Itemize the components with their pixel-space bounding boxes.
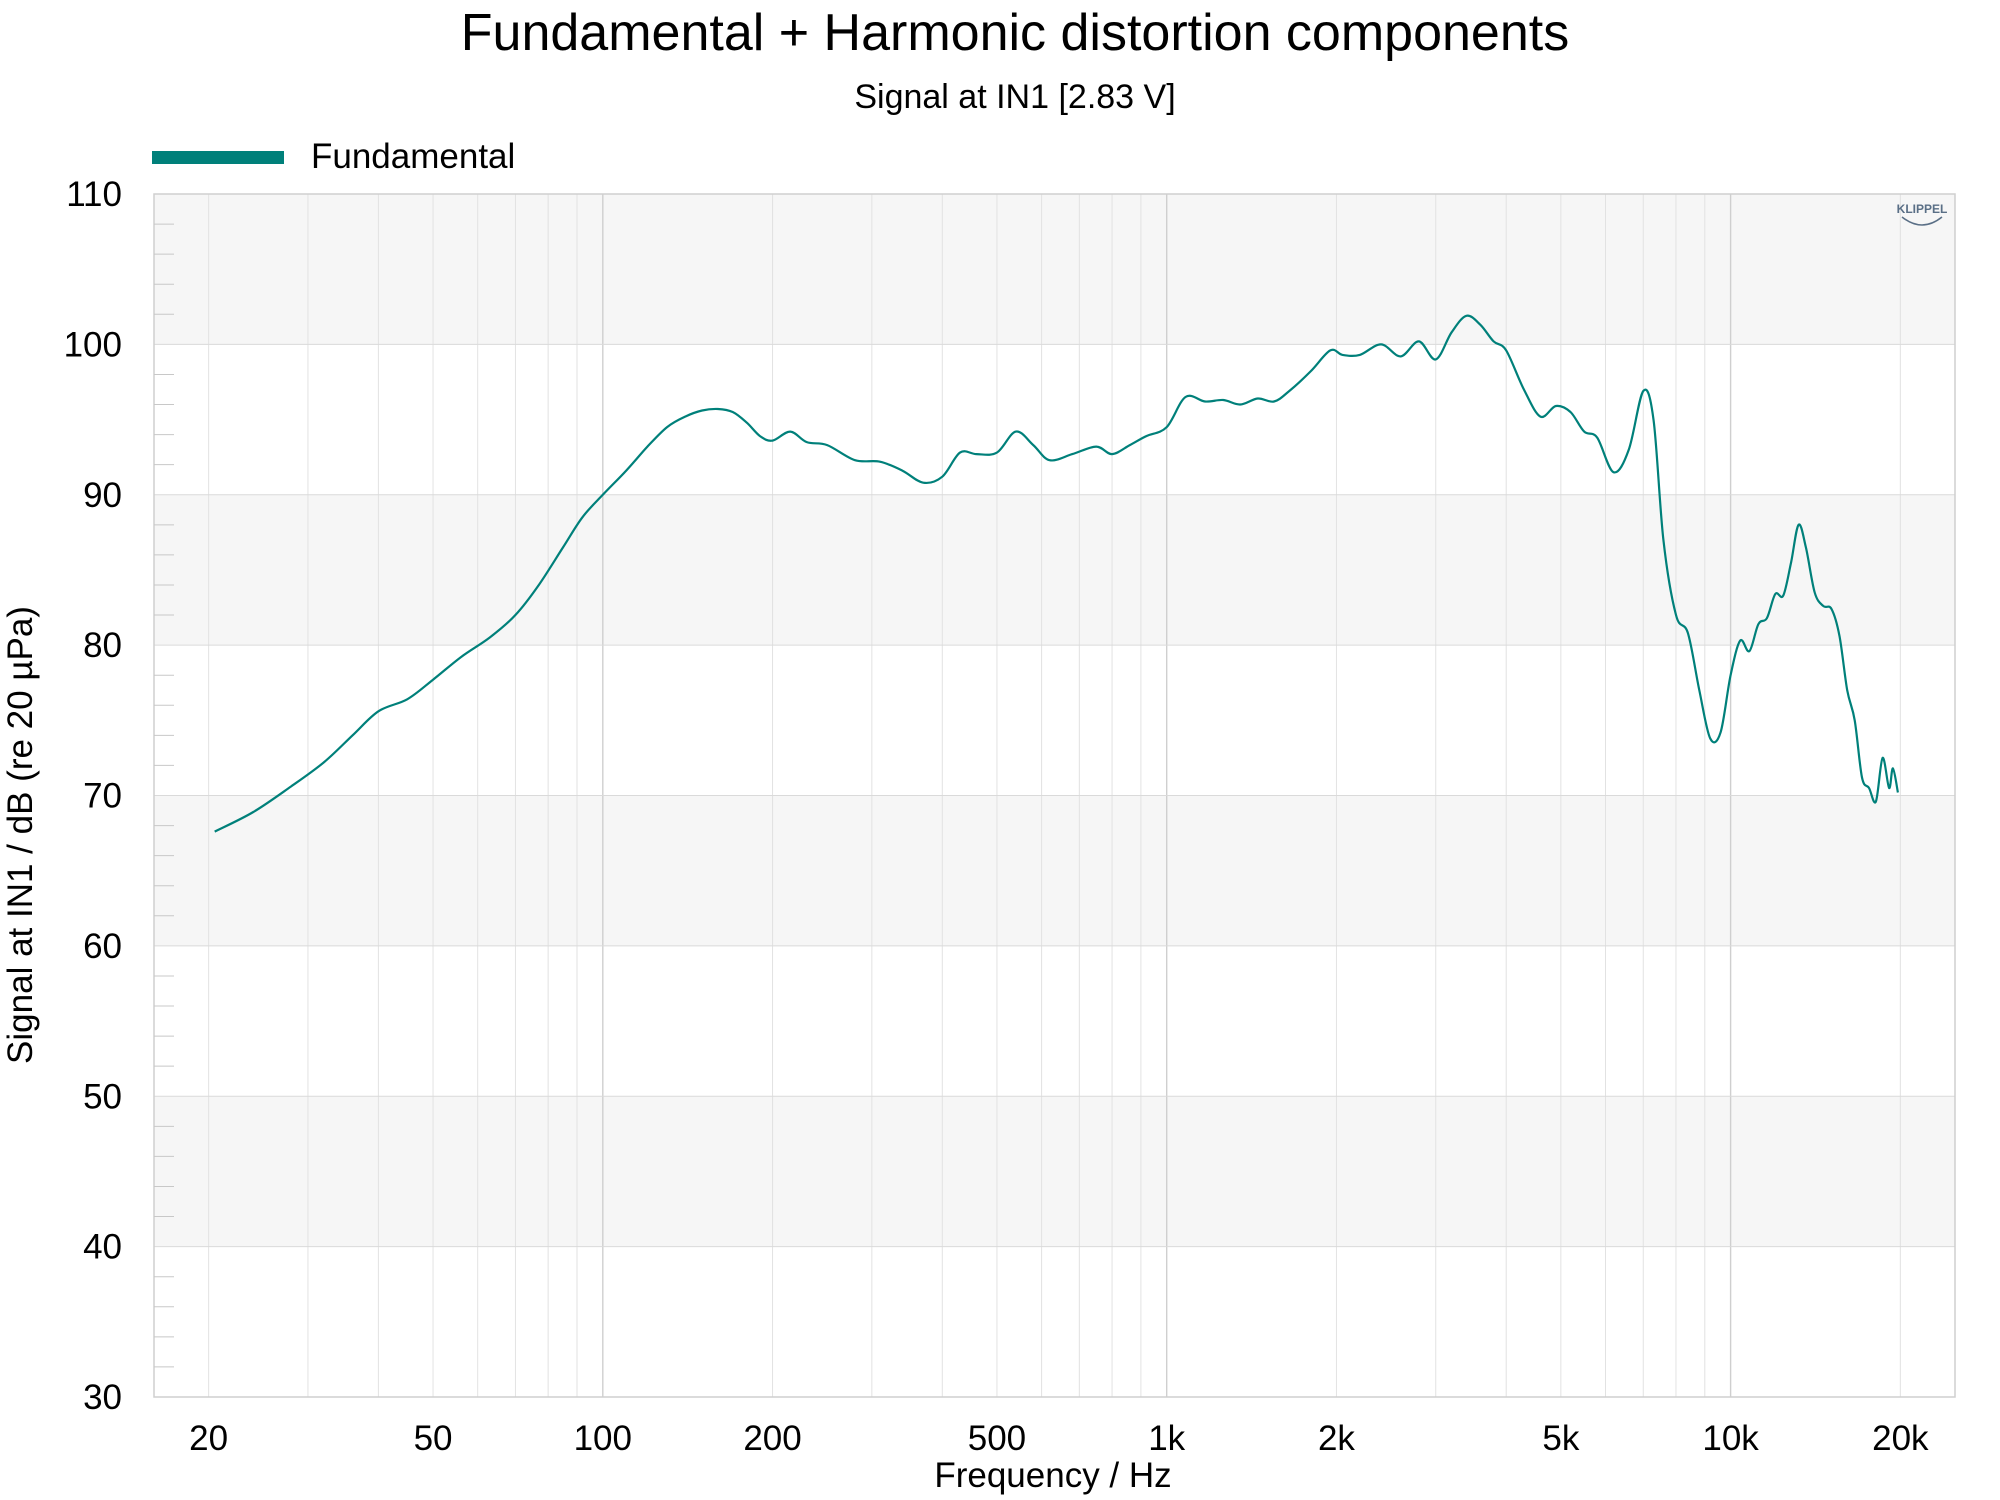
x-tick-label: 10k bbox=[1702, 1419, 1759, 1458]
y-tick-label: 90 bbox=[83, 476, 122, 515]
x-tick-label: 1k bbox=[1148, 1419, 1185, 1458]
y-tick-label: 30 bbox=[83, 1378, 122, 1417]
grid-band bbox=[154, 494, 1955, 646]
chart-subtitle: Signal at IN1 [2.83 V] bbox=[854, 78, 1175, 116]
y-tick-label: 80 bbox=[83, 626, 122, 665]
x-tick-label: 100 bbox=[574, 1419, 632, 1458]
x-tick-label: 5k bbox=[1542, 1419, 1579, 1458]
legend: Fundamental bbox=[152, 137, 515, 176]
y-tick-label: 50 bbox=[83, 1077, 122, 1116]
grid-band bbox=[154, 945, 1955, 1097]
chart-title: Fundamental + Harmonic distortion compon… bbox=[461, 4, 1569, 62]
x-tick-label: 20 bbox=[189, 1419, 228, 1458]
grid-band bbox=[154, 194, 1955, 345]
legend-label-fundamental: Fundamental bbox=[311, 137, 515, 176]
plot-frame bbox=[153, 193, 1956, 1398]
y-tick-label: 110 bbox=[66, 175, 122, 214]
y-axis-ticks: 30 40 50 60 70 80 90 100 110 bbox=[64, 175, 122, 1417]
grid-band bbox=[154, 795, 1955, 946]
series-line-fundamental bbox=[214, 314, 1899, 833]
y-axis-label: Signal at IN1 / dB (re 20 µPa) bbox=[1, 606, 40, 1064]
x-tick-label: 50 bbox=[414, 1419, 453, 1458]
background-bands bbox=[154, 194, 1955, 1397]
y-tick-label: 40 bbox=[83, 1228, 122, 1267]
logo-arc-icon bbox=[1901, 216, 1943, 226]
legend-swatch-fundamental bbox=[152, 151, 284, 164]
x-axis-ticks: 20 50 100 200 500 1k 2k 5k 10k 20k bbox=[189, 1419, 1929, 1458]
y-tick-label: 60 bbox=[83, 927, 122, 966]
x-tick-label: 200 bbox=[743, 1419, 801, 1458]
x-axis-label: Frequency / Hz bbox=[934, 1456, 1171, 1495]
x-tick-label: 2k bbox=[1318, 1419, 1355, 1458]
y-tick-label: 100 bbox=[64, 325, 122, 364]
x-tick-label: 20k bbox=[1872, 1419, 1929, 1458]
y-minor-ticks bbox=[154, 223, 174, 1368]
grid-band bbox=[154, 344, 1955, 495]
grid-band bbox=[154, 645, 1955, 796]
logo-text: KLIPPEL bbox=[1897, 202, 1948, 216]
x-tick-label: 500 bbox=[968, 1419, 1026, 1458]
grid-band bbox=[154, 1246, 1955, 1397]
klippel-logo: KLIPPEL bbox=[1897, 202, 1948, 226]
y-tick-label: 70 bbox=[83, 777, 122, 816]
grid-band bbox=[154, 1096, 1955, 1247]
